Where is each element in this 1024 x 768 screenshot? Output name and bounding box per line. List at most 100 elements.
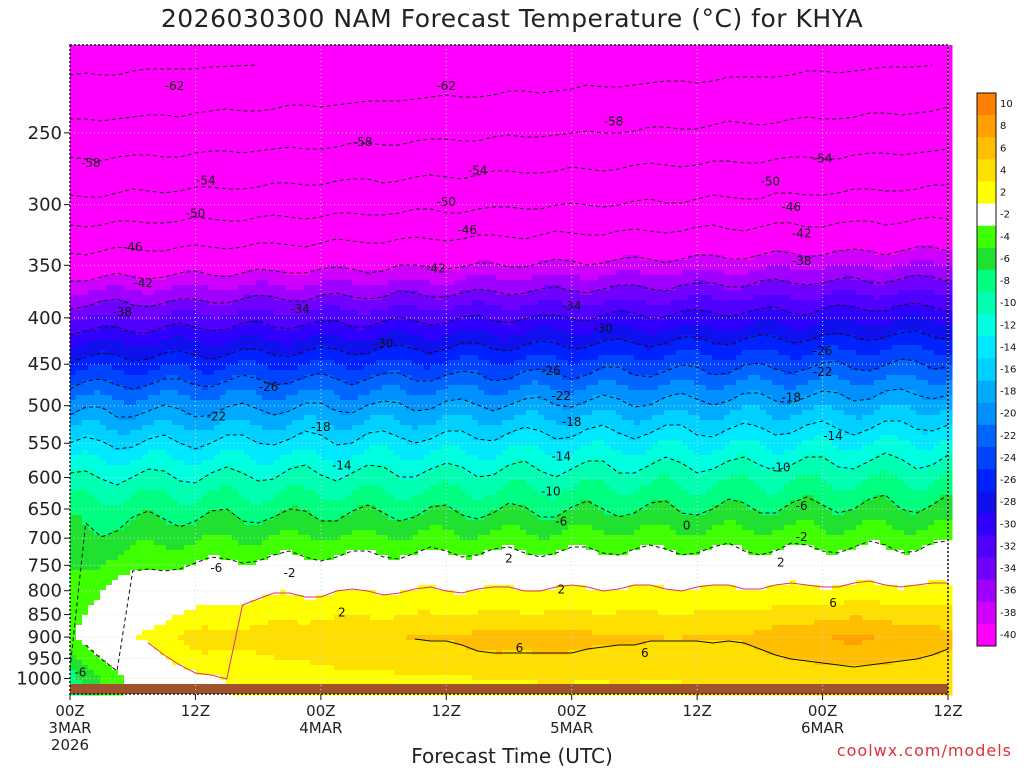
- field-cell: [154, 210, 161, 216]
- field-cell: [202, 500, 209, 506]
- field-cell: [220, 610, 227, 616]
- field-cell: [166, 600, 173, 606]
- field-cell: [256, 150, 263, 156]
- field-cell: [196, 445, 203, 451]
- field-cell: [130, 620, 137, 626]
- field-cell: [238, 480, 245, 486]
- field-cell: [148, 140, 155, 146]
- field-cell: [160, 85, 167, 91]
- field-cell: [292, 375, 299, 381]
- field-cell: [82, 355, 89, 361]
- field-cell: [220, 275, 227, 281]
- field-cell: [214, 425, 221, 431]
- field-cell: [274, 170, 281, 176]
- field-cell: [262, 345, 269, 351]
- field-cell: [124, 550, 131, 556]
- field-cell: [172, 360, 179, 366]
- field-cell: [220, 115, 227, 121]
- field-cell: [190, 60, 197, 66]
- field-cell: [112, 405, 119, 411]
- field-cell: [250, 420, 257, 426]
- field-cell: [196, 635, 203, 641]
- field-cell: [220, 475, 227, 481]
- field-cell: [154, 325, 161, 331]
- field-cell: [70, 410, 77, 416]
- field-cell: [112, 120, 119, 126]
- field-cell: [82, 395, 89, 401]
- field-cell: [136, 170, 143, 176]
- field-cell: [178, 440, 185, 446]
- field-cell: [148, 215, 155, 221]
- field-cell: [160, 455, 167, 461]
- field-cell: [298, 210, 305, 216]
- field-cell: [76, 355, 83, 361]
- field-cell: [82, 160, 89, 166]
- field-cell: [256, 325, 263, 331]
- field-cell: [184, 525, 191, 531]
- field-cell: [238, 625, 245, 631]
- field-cell: [130, 125, 137, 131]
- field-cell: [256, 130, 263, 136]
- field-cell: [160, 495, 167, 501]
- field-cell: [250, 495, 257, 501]
- field-cell: [142, 350, 149, 356]
- field-cell: [196, 255, 203, 261]
- field-cell: [100, 570, 107, 576]
- field-cell: [214, 595, 221, 601]
- field-cell: [268, 640, 275, 646]
- field-cell: [130, 335, 137, 341]
- field-cell: [274, 625, 281, 631]
- field-cell: [262, 155, 269, 161]
- field-cell: [190, 280, 197, 286]
- field-cell: [172, 530, 179, 536]
- field-cell: [106, 150, 113, 156]
- field-cell: [130, 100, 137, 106]
- field-cell: [166, 115, 173, 121]
- field-cell: [178, 315, 185, 321]
- field-cell: [214, 325, 221, 331]
- field-cell: [136, 380, 143, 386]
- field-cell: [292, 415, 299, 421]
- field-cell: [274, 320, 281, 326]
- field-cell: [184, 385, 191, 391]
- field-cell: [226, 395, 233, 401]
- field-cell: [244, 470, 251, 476]
- field-cell: [232, 65, 239, 71]
- field-cell: [130, 105, 137, 111]
- field-cell: [88, 140, 95, 146]
- field-cell: [286, 90, 293, 96]
- field-cell: [280, 545, 287, 551]
- field-cell: [148, 585, 155, 591]
- field-cell: [238, 320, 245, 326]
- field-cell: [82, 275, 89, 281]
- field-cell: [286, 360, 293, 366]
- field-cell: [172, 550, 179, 556]
- field-cell: [220, 500, 227, 506]
- field-cell: [208, 175, 215, 181]
- field-cell: [112, 310, 119, 316]
- field-cell: [196, 525, 203, 531]
- field-cell: [262, 310, 269, 316]
- field-cell: [94, 345, 101, 351]
- field-cell: [172, 235, 179, 241]
- field-cell: [196, 85, 203, 91]
- field-cell: [214, 300, 221, 306]
- field-cell: [196, 65, 203, 71]
- field-cell: [232, 520, 239, 526]
- field-cell: [130, 590, 137, 596]
- field-cell: [154, 465, 161, 471]
- field-cell: [106, 265, 113, 271]
- field-cell: [160, 635, 167, 641]
- field-cell: [238, 310, 245, 316]
- field-cell: [100, 605, 107, 611]
- field-cell: [274, 425, 281, 431]
- field-cell: [244, 620, 251, 626]
- field-cell: [238, 580, 245, 586]
- field-cell: [238, 575, 245, 581]
- field-cell: [244, 355, 251, 361]
- field-cell: [208, 610, 215, 616]
- field-cell: [112, 250, 119, 256]
- field-cell: [136, 285, 143, 291]
- field-cell: [214, 100, 221, 106]
- field-cell: [82, 530, 89, 536]
